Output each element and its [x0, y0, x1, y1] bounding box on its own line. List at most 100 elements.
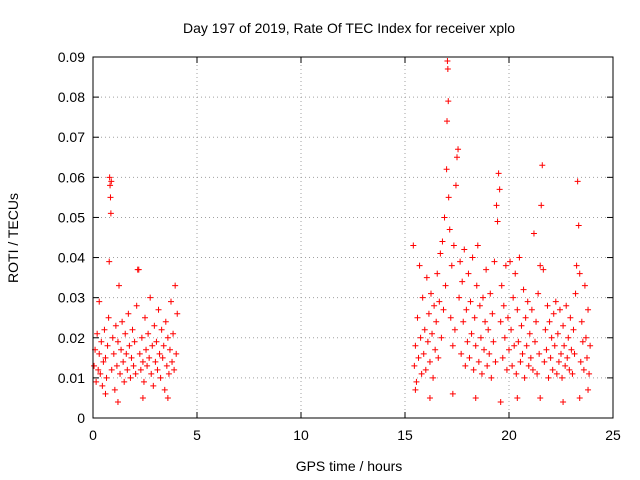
data-point: [481, 346, 488, 353]
data-point: [108, 366, 115, 373]
data-point: [104, 342, 111, 349]
data-point: [538, 202, 545, 209]
data-point: [124, 366, 131, 373]
data-point: [585, 386, 592, 393]
data-point: [568, 346, 575, 353]
data-point: [510, 294, 517, 301]
data-point: [412, 342, 419, 349]
data-point: [471, 314, 478, 321]
data-point: [449, 342, 456, 349]
data-point: [514, 306, 521, 313]
data-point: [530, 230, 537, 237]
data-point: [149, 342, 156, 349]
data-point: [462, 362, 469, 369]
y-tick-label: 0: [77, 410, 85, 426]
data-point: [96, 298, 103, 305]
data-point: [145, 330, 152, 337]
data-point: [474, 242, 481, 249]
x-tick-label: 10: [293, 427, 309, 443]
x-axis-tick-labels: 0 5 10 15 20 25: [89, 427, 621, 443]
data-point: [116, 282, 122, 289]
data-point: [463, 306, 470, 313]
data-point: [511, 342, 518, 349]
data-point: [173, 350, 180, 357]
data-point: [484, 362, 491, 369]
data-point: [109, 334, 116, 341]
data-point: [102, 354, 109, 361]
data-point: [112, 322, 119, 329]
data-point: [574, 178, 581, 185]
data-point: [529, 366, 536, 373]
data-point: [566, 366, 573, 373]
data-point: [102, 390, 109, 397]
data-point: [524, 298, 531, 305]
data-point: [155, 306, 162, 313]
data-point: [451, 326, 458, 333]
data-point: [561, 342, 568, 349]
data-point: [440, 306, 447, 313]
data-point: [433, 318, 440, 325]
data-point: [430, 374, 437, 381]
data-point: [147, 294, 154, 301]
data-point: [420, 350, 427, 357]
x-tick-label: 5: [193, 427, 201, 443]
data-point: [439, 238, 446, 245]
data-point: [468, 330, 475, 337]
data-point: [154, 366, 161, 373]
data-point: [540, 266, 547, 273]
data-point: [469, 254, 476, 261]
data-point: [140, 378, 147, 385]
data-point: [569, 370, 576, 377]
data-point: [445, 98, 452, 105]
data-point: [515, 338, 522, 345]
x-tick-label: 25: [605, 427, 621, 443]
data-point: [571, 350, 578, 357]
y-tick-label: 0.03: [58, 290, 85, 306]
data-point: [148, 370, 155, 377]
grid: [93, 57, 613, 418]
data-point: [108, 178, 115, 185]
data-point: [107, 210, 114, 217]
data-point: [562, 362, 569, 369]
data-point: [107, 194, 114, 201]
data-point: [150, 382, 157, 389]
data-point: [425, 310, 432, 317]
data-point: [509, 362, 516, 369]
data-point: [539, 162, 546, 169]
data-point: [169, 358, 176, 365]
data-point: [514, 394, 521, 401]
data-point: [421, 326, 428, 333]
data-point: [480, 294, 486, 301]
data-point: [415, 354, 422, 361]
data-point: [578, 318, 585, 325]
data-point: [94, 330, 101, 337]
data-point: [142, 314, 148, 321]
data-point: [549, 366, 556, 373]
data-point: [585, 306, 592, 313]
data-point: [497, 398, 504, 405]
data-point: [556, 306, 563, 313]
data-point: [512, 270, 519, 277]
data-point: [460, 318, 467, 325]
data-point: [449, 390, 456, 397]
data-point: [493, 202, 500, 209]
data-point: [553, 370, 560, 377]
data-point: [426, 394, 433, 401]
data-point: [513, 370, 520, 377]
data-point: [444, 66, 451, 73]
data-point: [575, 222, 582, 229]
data-point: [490, 338, 497, 345]
data-point: [560, 398, 567, 405]
data-point: [127, 374, 134, 381]
data-point: [435, 354, 442, 361]
data-point: [584, 354, 590, 361]
y-tick-label: 0.05: [58, 209, 85, 225]
data-point: [97, 370, 104, 377]
data-point: [164, 394, 171, 401]
data-point: [100, 358, 107, 365]
y-axis-tick-labels: 0 0.01 0.02 0.03 0.04 0.05 0.06 0.07 0.08 0.09: [58, 49, 85, 426]
data-point: [159, 354, 166, 361]
data-point: [516, 254, 523, 261]
data-point: [130, 362, 137, 369]
